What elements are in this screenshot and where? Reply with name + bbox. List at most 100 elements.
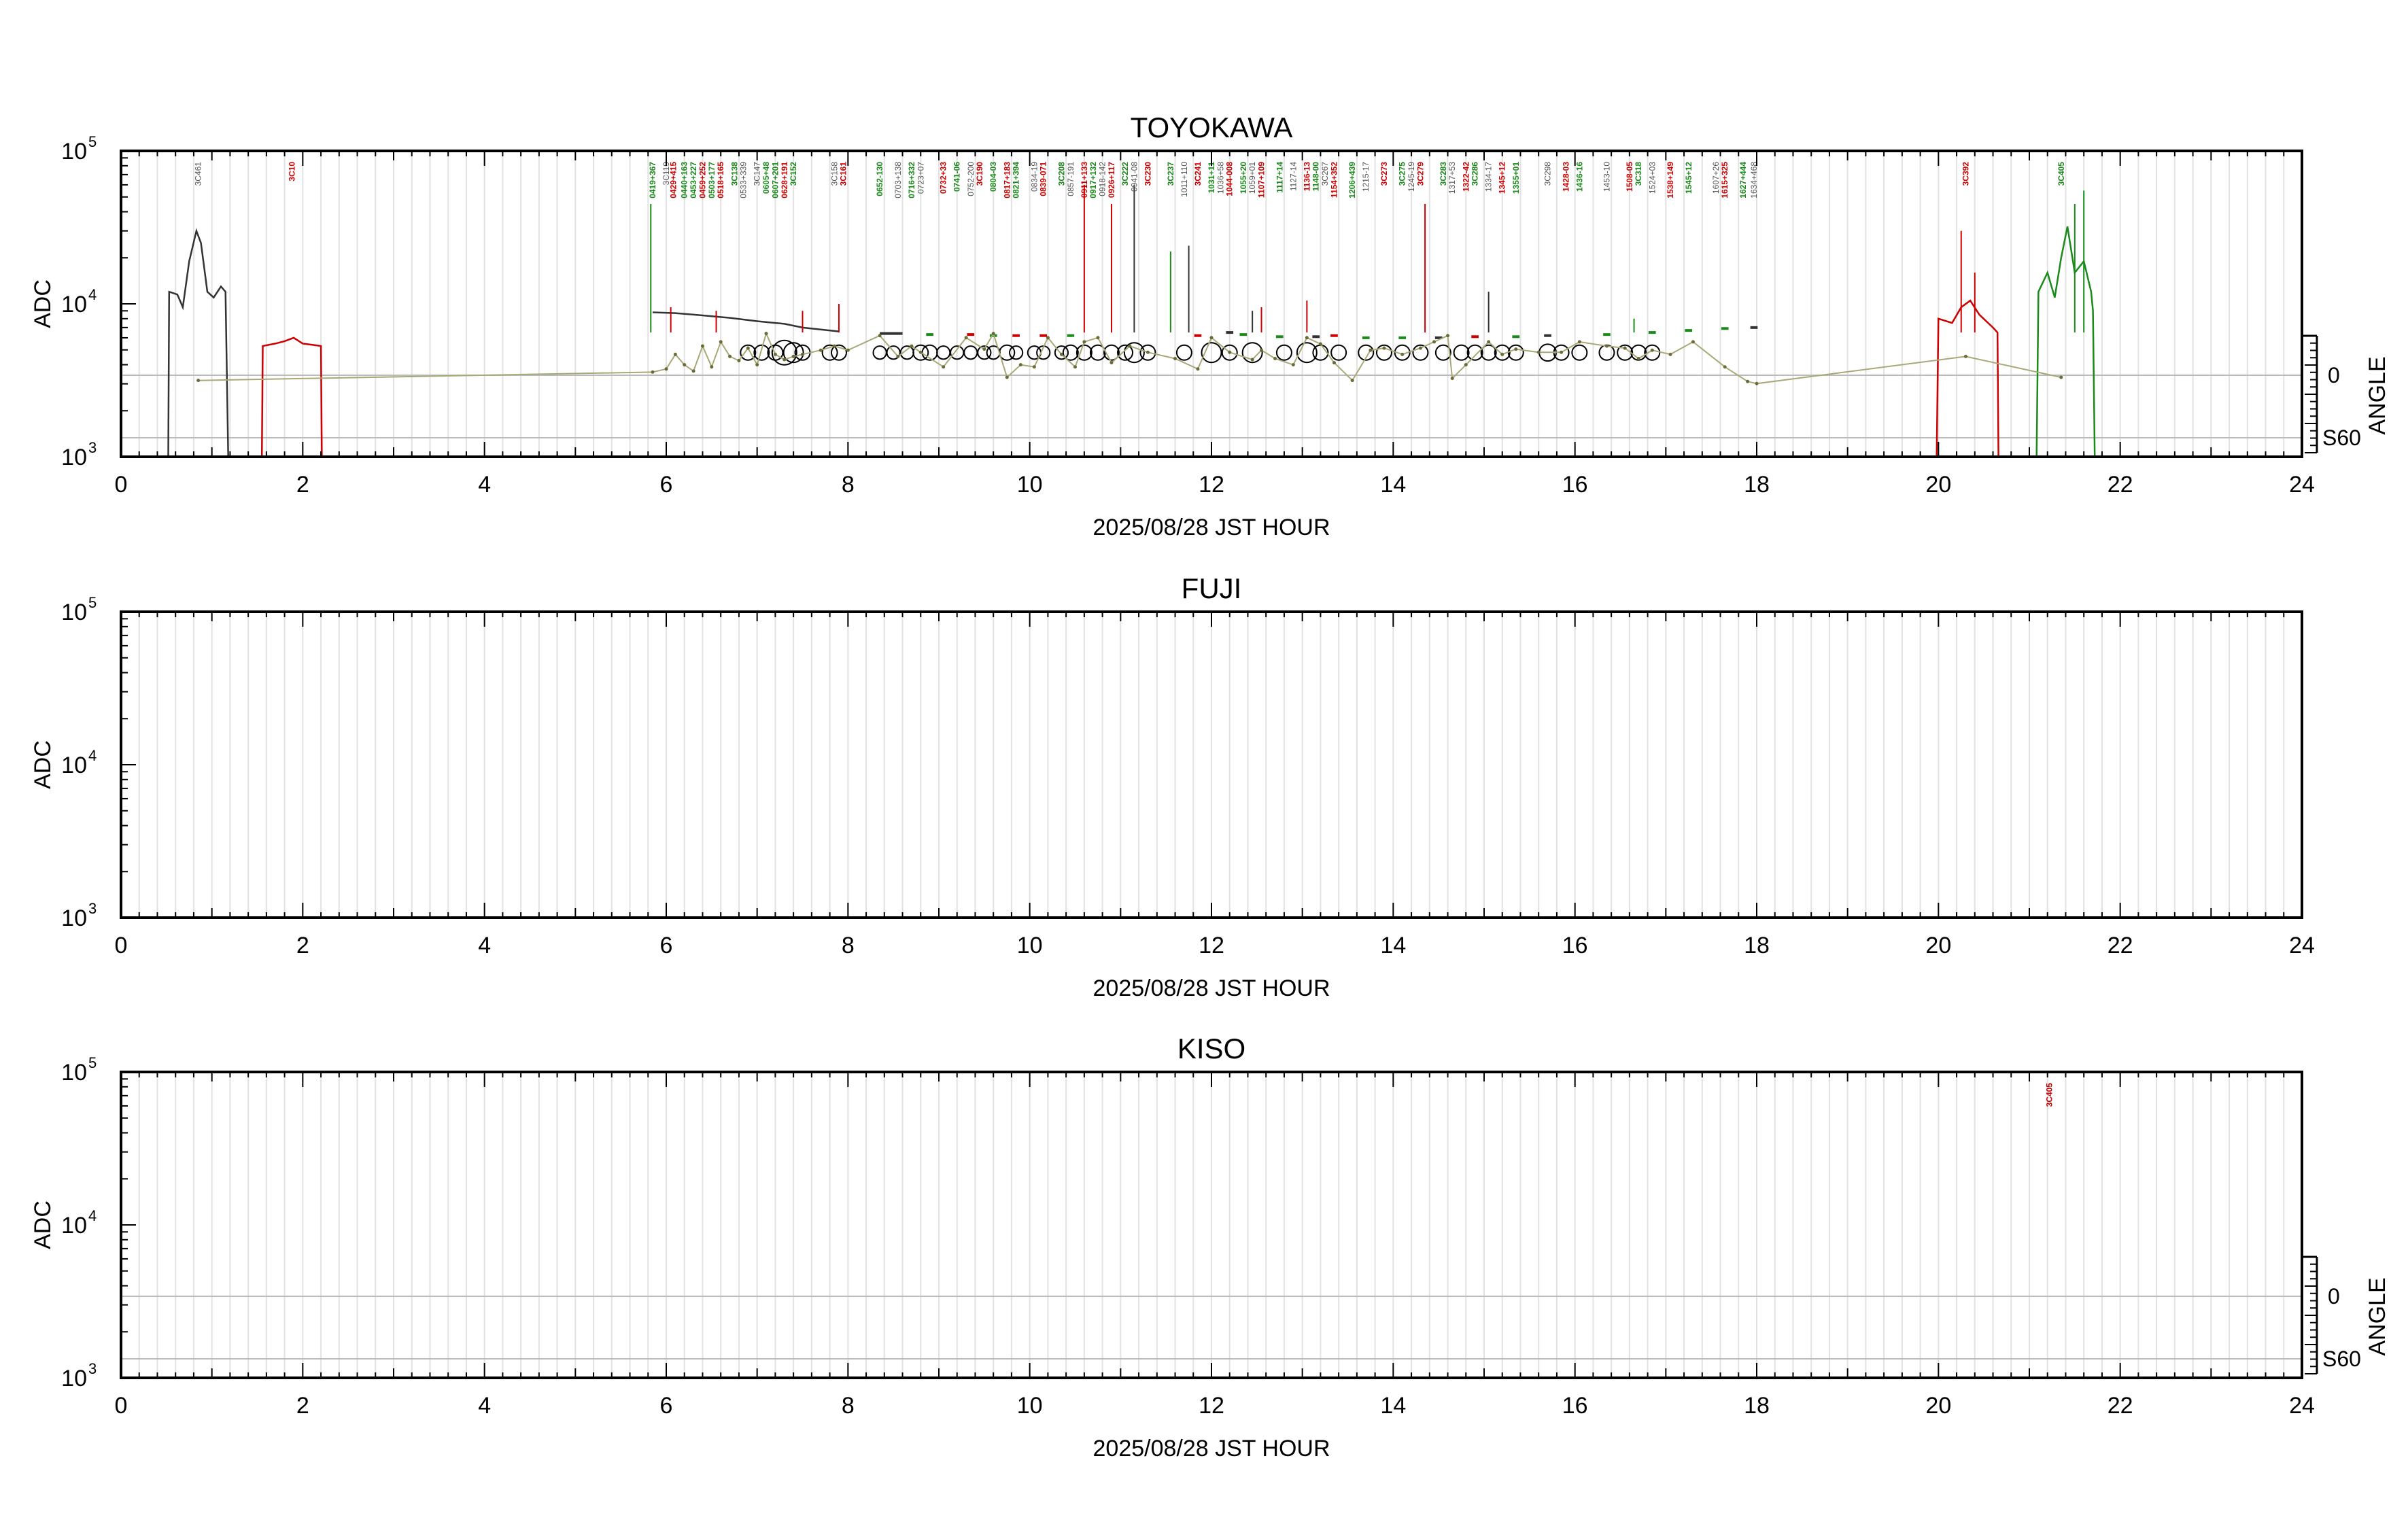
source-marker xyxy=(1453,344,1470,361)
source-marker xyxy=(753,344,770,361)
y-tick-exponent: 4 xyxy=(88,286,97,303)
source-label: 0533+339 xyxy=(739,162,749,198)
source-marker xyxy=(1275,344,1292,361)
x-tick-label: 16 xyxy=(1562,933,1588,958)
x-tick-label: 4 xyxy=(478,933,491,958)
angle-point xyxy=(700,344,704,348)
x-tick-label: 10 xyxy=(1017,1393,1043,1419)
x-tick-label: 12 xyxy=(1199,933,1224,958)
angle-point xyxy=(1668,352,1672,356)
source-marker xyxy=(1480,344,1497,361)
x-tick-label: 22 xyxy=(2108,933,2133,958)
y-tick-base: 10 xyxy=(61,600,87,625)
angle-point xyxy=(1514,347,1518,351)
source-marker xyxy=(1358,344,1375,361)
source-label: 0716+332 xyxy=(907,162,916,198)
source-label: 1036+58 xyxy=(1216,162,1225,194)
source-marker xyxy=(1009,345,1024,360)
x-tick-label: 2 xyxy=(296,472,309,498)
angle-point xyxy=(651,370,655,374)
source-marker xyxy=(1117,344,1134,361)
source-label: 0459+252 xyxy=(698,162,707,198)
x-tick-label: 24 xyxy=(2289,1393,2315,1419)
angle-point xyxy=(1755,381,1759,385)
x-tick-label: 0 xyxy=(115,472,128,498)
source-label: 0917+132 xyxy=(1088,162,1098,198)
angle-point xyxy=(1963,354,1967,358)
source-marker xyxy=(1139,344,1156,361)
y-tick-label: 10 5 xyxy=(61,594,97,625)
x-tick-label: 14 xyxy=(1380,472,1406,498)
source-label: 1627+444 xyxy=(1738,162,1748,198)
x-axis-label: 2025/08/28 JST HOUR xyxy=(1093,975,1330,1001)
x-tick-label: 20 xyxy=(1925,1393,1951,1419)
source-marker xyxy=(1394,344,1411,361)
x-tick-label: 20 xyxy=(1925,472,1951,498)
angle-point xyxy=(1623,346,1627,350)
source-label: 0857-191 xyxy=(1066,162,1076,196)
source-label: 3C158 xyxy=(829,162,839,186)
angle-point xyxy=(683,363,687,367)
x-tick-label: 2 xyxy=(296,933,309,958)
source-label: 3C275 xyxy=(1398,162,1407,186)
angle-point xyxy=(1073,365,1077,369)
angle-point xyxy=(764,332,768,336)
angle-point xyxy=(1046,336,1050,340)
y-tick-base: 10 xyxy=(61,752,87,778)
source-label: 1634+468 xyxy=(1749,162,1759,198)
source-label: 1117+14 xyxy=(1275,162,1284,193)
source-marker xyxy=(1644,344,1661,361)
source-label: 3C119 xyxy=(661,162,671,186)
y-tick-label: 10 3 xyxy=(61,439,97,470)
angle-point xyxy=(1228,350,1232,354)
angle-point xyxy=(1209,336,1214,340)
x-tick-label: 8 xyxy=(842,1393,855,1419)
x-tick-label: 8 xyxy=(842,933,855,958)
source-marker xyxy=(1375,344,1392,361)
source-marker xyxy=(1062,344,1079,361)
y-tick-exponent: 4 xyxy=(88,747,97,764)
angle-point xyxy=(1604,344,1609,348)
angle-point xyxy=(1560,350,1564,354)
y-axis-label: ADC xyxy=(30,1200,56,1249)
source-label: 0703+138 xyxy=(893,162,903,198)
y-tick-base: 10 xyxy=(61,1213,87,1239)
angle-point xyxy=(1032,365,1036,369)
angle-point xyxy=(1464,363,1468,367)
x-tick-label: 22 xyxy=(2108,1393,2133,1419)
angle-tick-label: S60 xyxy=(2322,1347,2361,1371)
source-label: 1011+110 xyxy=(1180,162,1189,197)
source-label: 1428-03 xyxy=(1561,162,1570,192)
source-marker xyxy=(977,345,992,360)
source-marker xyxy=(1175,344,1192,361)
source-marker xyxy=(1434,344,1451,361)
source-label: 1355+01 xyxy=(1511,162,1521,194)
angle-point xyxy=(964,336,968,340)
y-tick-exponent: 3 xyxy=(88,900,97,917)
angle-point xyxy=(1400,352,1405,356)
y-tick-label: 10 4 xyxy=(61,1207,97,1239)
source-marker xyxy=(821,344,838,361)
angle-point xyxy=(782,358,787,362)
source-label: 1607+26 xyxy=(1711,162,1721,194)
source-label: 3C405 xyxy=(2057,162,2066,186)
angle-point xyxy=(1260,348,1264,352)
angle-point xyxy=(1446,334,1450,338)
angle-point xyxy=(1128,344,1132,348)
source-label: 0518+165 xyxy=(716,162,725,198)
y-tick-exponent: 5 xyxy=(88,133,97,150)
angle-point xyxy=(664,367,668,371)
x-tick-label: 24 xyxy=(2289,933,2315,958)
source-label: 0723+07 xyxy=(916,162,925,194)
source-marker xyxy=(830,344,847,361)
angle-point xyxy=(1096,336,1100,340)
angle-point xyxy=(991,332,995,336)
angle-point xyxy=(846,348,850,352)
angle-point xyxy=(1382,346,1386,350)
source-marker xyxy=(1076,344,1093,361)
y-axis-label: ADC xyxy=(30,740,56,789)
x-tick-label: 14 xyxy=(1380,933,1406,958)
